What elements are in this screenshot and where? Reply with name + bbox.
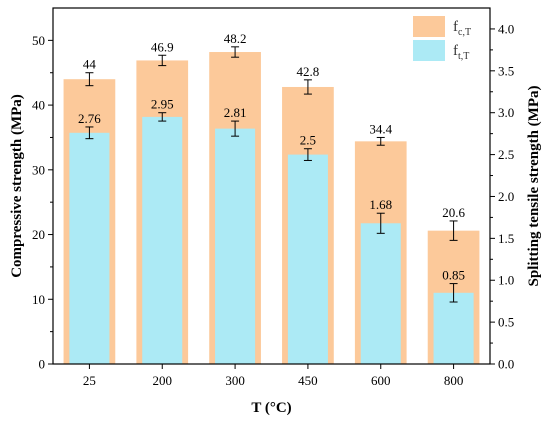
legend-label-compressive: fc,T <box>453 19 471 38</box>
y-axis-left-title: Compressive strength (MPa) <box>9 94 25 278</box>
y-right-tick-label-2.5: 2.5 <box>498 147 514 162</box>
label-tensile-300: 2.81 <box>224 105 247 120</box>
legend-swatch-tensile <box>413 40 445 61</box>
x-axis-title: T (°C) <box>251 400 291 416</box>
y-right-tick-label-4.0: 4.0 <box>498 21 514 36</box>
y-left-tick-label-20: 20 <box>32 227 45 242</box>
label-compressive-300: 48.2 <box>224 31 247 46</box>
y-right-tick-label-1.5: 1.5 <box>498 231 514 246</box>
label-compressive-25: 44 <box>83 57 97 72</box>
label-tensile-600: 1.68 <box>369 197 392 212</box>
y-right-tick-label-0.5: 0.5 <box>498 315 514 330</box>
error-bar-compressive-300 <box>231 46 240 58</box>
y-right-tick-label-0.0: 0.0 <box>498 357 514 372</box>
label-tensile-800: 0.85 <box>442 268 465 283</box>
label-tensile-450: 2.5 <box>300 133 316 148</box>
x-tick-label-25: 25 <box>83 373 96 388</box>
y-left-tick-label-40: 40 <box>32 98 45 113</box>
y-right-tick-label-1.0: 1.0 <box>498 273 514 288</box>
label-compressive-800: 20.6 <box>442 205 465 220</box>
bar-tensile-200 <box>142 116 183 364</box>
error-bar-tensile-600 <box>376 212 385 234</box>
bar-tensile-450 <box>287 154 328 364</box>
bar-tensile-800 <box>433 292 474 364</box>
error-bar-tensile-800 <box>449 283 458 303</box>
bar-tensile-300 <box>215 128 256 364</box>
label-tensile-200: 2.95 <box>151 97 174 112</box>
compressive-bars <box>63 52 480 365</box>
y-right-tick-label-2.0: 2.0 <box>498 189 514 204</box>
y-right-tick-label-3.0: 3.0 <box>498 105 514 120</box>
x-tick-label-600: 600 <box>371 373 391 388</box>
x-tick-label-450: 450 <box>298 373 318 388</box>
y-left-tick-label-50: 50 <box>32 33 45 48</box>
error-bar-compressive-600 <box>376 136 385 146</box>
label-compressive-200: 46.9 <box>151 39 174 54</box>
y-axis-right-title: Splitting tensile strength (MPa) <box>526 86 542 287</box>
error-bar-compressive-200 <box>158 54 167 67</box>
bar-tensile-25 <box>69 132 110 364</box>
error-bar-tensile-450 <box>303 148 312 161</box>
y-left-tick-label-30: 30 <box>32 162 45 177</box>
x-tick-label-200: 200 <box>153 373 173 388</box>
label-tensile-25: 2.76 <box>78 111 101 126</box>
legend-swatch-compressive <box>413 16 445 37</box>
error-bar-compressive-800 <box>449 220 458 241</box>
label-compressive-600: 34.4 <box>369 121 392 136</box>
x-tick-label-800: 800 <box>444 373 464 388</box>
bar-tensile-600 <box>360 223 401 364</box>
tensile-bars <box>69 116 474 364</box>
label-compressive-450: 42.8 <box>297 64 320 79</box>
legend: fc,T ft,T <box>413 16 471 62</box>
error-bar-tensile-200 <box>158 112 167 122</box>
error-bar-compressive-25 <box>85 72 94 87</box>
legend-label-tensile: ft,T <box>453 43 469 62</box>
error-bar-tensile-25 <box>85 126 94 140</box>
y-left-tick-label-10: 10 <box>32 292 45 307</box>
data-labels: 44 46.9 48.2 42.8 34.4 20.6 2.76 2.95 2.81 2.5 1.6… <box>78 31 465 283</box>
error-bars <box>85 46 458 303</box>
error-bar-tensile-300 <box>231 120 240 137</box>
y-right-tick-label-3.5: 3.5 <box>498 63 514 78</box>
x-tick-label-300: 300 <box>225 373 245 388</box>
plot-frame <box>52 7 491 365</box>
error-bar-compressive-450 <box>303 79 312 95</box>
axes: 0 10 20 30 40 50 0.0 0.5 1.0 1.5 2.0 2.5 3.0 3.5 4.0 25… <box>32 21 514 388</box>
y-left-tick-label-0: 0 <box>39 357 46 372</box>
